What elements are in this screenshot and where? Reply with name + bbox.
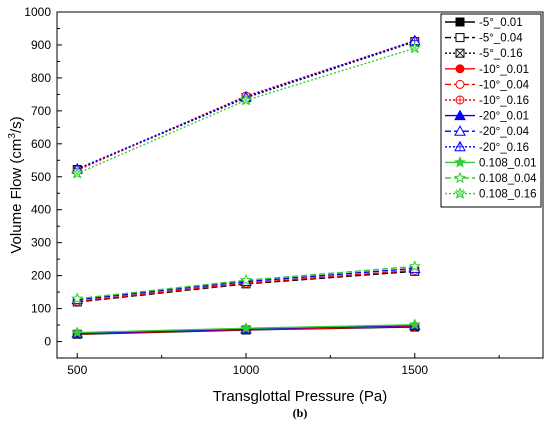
legend-marker-7 <box>454 125 466 136</box>
plot-frame <box>56 11 544 359</box>
legend-label-8: -20°_0.16 <box>479 142 529 154</box>
series-line-10 <box>77 265 415 300</box>
legend-marker-0 <box>455 17 465 27</box>
data-point-11-1 <box>240 94 252 106</box>
series-10 <box>71 260 421 304</box>
data-point-10-1 <box>240 273 252 286</box>
series-line-4 <box>77 269 415 302</box>
data-point-11-2 <box>408 41 421 54</box>
figure-caption: (b) <box>293 406 308 420</box>
series-5 <box>72 36 420 175</box>
data-point-9-1 <box>240 322 252 334</box>
series-9 <box>71 318 421 338</box>
legend-marker-10 <box>454 171 466 184</box>
legend-box <box>440 13 542 208</box>
legend-marker-2 <box>455 48 465 58</box>
series-2 <box>72 37 420 175</box>
y-tick-label-5: 500 <box>31 170 51 184</box>
series-layer <box>71 34 421 339</box>
y-tick-label-0: 0 <box>44 335 51 349</box>
x-axis-title: Transglottal Pressure (Pa) <box>213 388 388 405</box>
data-point-9-0 <box>71 326 84 338</box>
y-axis-title-end: /s) <box>8 116 25 133</box>
y-tick-label-7: 700 <box>31 104 51 118</box>
legend-marker-1 <box>455 33 465 43</box>
legend-marker-4 <box>455 79 465 89</box>
legend-marker-8 <box>454 140 466 152</box>
series-line-11 <box>77 47 416 175</box>
legend-label-0: -5°_0.01 <box>479 17 523 29</box>
data-point-10-2 <box>408 260 421 272</box>
legend-label-11: 0.108_0.16 <box>479 189 537 201</box>
legend-label-7: -20°_0.04 <box>479 126 530 138</box>
legend-marker-3 <box>455 64 465 74</box>
y-axis-title: Volume Flow (cm3/s) <box>7 116 25 253</box>
x-tick-label-1: 1000 <box>233 363 260 377</box>
data-point-10-0 <box>71 292 84 304</box>
legend-label-3: -10°_0.01 <box>479 64 529 76</box>
legend-label-10: 0.108_0.04 <box>479 173 537 185</box>
legend-marker-5 <box>455 95 465 105</box>
y-axis-ticks: 0 100 200 300 400 500 600 700 800 900 1000 <box>24 5 62 349</box>
legend-marker-11 <box>454 187 466 199</box>
series-line-7 <box>77 267 415 301</box>
x-axis-ticks: 500 1000 1500 <box>67 353 500 377</box>
y-tick-label-3: 300 <box>31 236 51 250</box>
y-tick-label-6: 600 <box>31 137 51 151</box>
series-line-2 <box>77 41 416 171</box>
legend-label-4: -10°_0.04 <box>479 79 530 91</box>
legend-marker-9 <box>454 156 466 168</box>
y-tick-label-4: 400 <box>31 203 51 217</box>
legend-label-9: 0.108_0.01 <box>479 157 537 169</box>
legend-marker-6 <box>454 109 466 121</box>
y-tick-label-10: 1000 <box>24 5 51 19</box>
data-point-9-2 <box>408 318 421 330</box>
x-tick-label-0: 500 <box>67 363 87 377</box>
legend-label-2: -5°_0.16 <box>479 48 523 60</box>
legend-label-6: -20°_0.01 <box>479 111 529 123</box>
data-point-11-0 <box>71 167 84 179</box>
y-tick-label-1: 100 <box>31 302 51 316</box>
y-axis-title-main: Volume Flow (cm <box>8 139 25 254</box>
series-11 <box>71 41 421 179</box>
legend-label-1: -5°_0.04 <box>479 33 523 45</box>
y-tick-label-9: 900 <box>31 38 51 52</box>
series-line-5 <box>77 40 416 171</box>
x-tick-label-2: 1500 <box>401 363 428 377</box>
series-line-8 <box>77 40 416 170</box>
y-tick-label-2: 200 <box>31 269 51 283</box>
legend: -5°_0.01 -5°_0.04 -5°_0.16 -10°_0.01 -10°_0.… <box>440 13 542 208</box>
y-axis-title-superscript: 3 <box>7 133 18 139</box>
legend-label-5: -10°_0.16 <box>479 95 529 107</box>
y-tick-label-8: 800 <box>31 71 51 85</box>
